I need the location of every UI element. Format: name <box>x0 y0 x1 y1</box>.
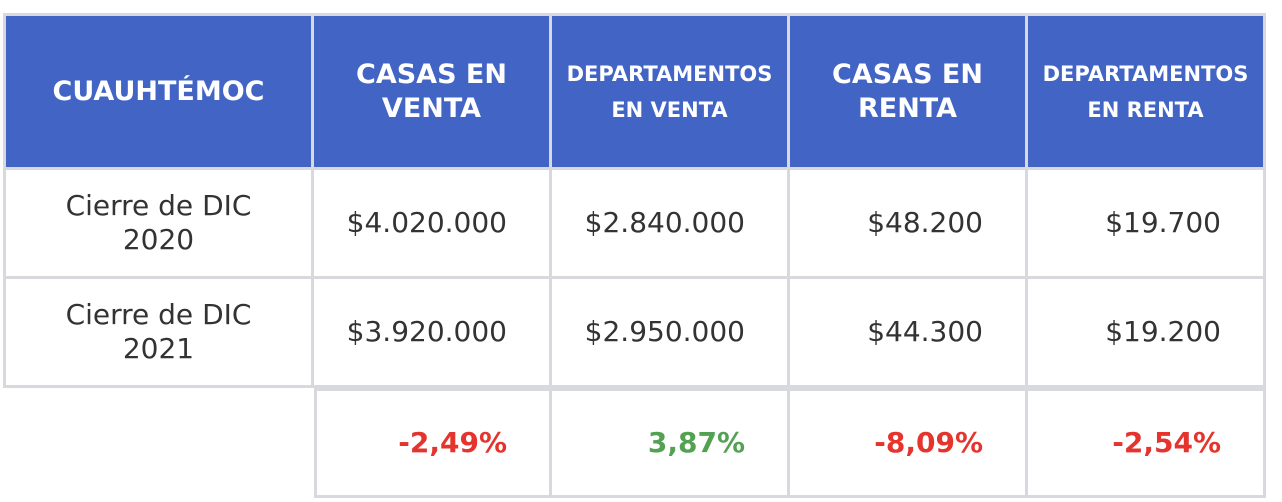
change-casas-renta-value: -8,09% <box>874 426 983 459</box>
row-label-2020-line1: Cierre de DIC <box>65 189 252 222</box>
value-casas-venta-2021: $3.920.000 <box>346 315 507 348</box>
table-cell: $44.300 <box>790 279 1028 388</box>
value-departamentos-venta-2020: $2.840.000 <box>584 206 745 239</box>
row-label-2021-line2: 2021 <box>122 332 195 365</box>
row-label-2020: Cierre de DIC 2020 <box>3 170 314 279</box>
change-departamentos-renta-value: -2,54% <box>1112 426 1221 459</box>
header-departamentos-renta: DEPARTAMENTOS EN RENTA <box>1028 13 1266 170</box>
value-departamentos-renta-2021: $19.200 <box>1105 315 1221 348</box>
header-departamentos-renta-label: DEPARTAMENTOS EN RENTA <box>1042 61 1249 122</box>
table-cell: $48.200 <box>790 170 1028 279</box>
header-region: CUAUHTÉMOC <box>3 13 314 170</box>
change-casas-venta: -2,49% <box>314 388 552 498</box>
table-cell: $4.020.000 <box>314 170 552 279</box>
change-departamentos-renta: -2,54% <box>1028 388 1266 498</box>
header-departamentos-venta: DEPARTAMENTOS EN VENTA <box>552 13 790 170</box>
row-label-2021: Cierre de DIC 2021 <box>3 279 314 388</box>
header-casas-renta-label: CASAS EN RENTA <box>832 58 983 124</box>
change-departamentos-venta: 3,87% <box>552 388 790 498</box>
empty-cell <box>0 388 314 498</box>
value-casas-renta-2020: $48.200 <box>867 206 983 239</box>
header-region-label: CUAUHTÉMOC <box>52 75 265 107</box>
table-cell: $19.200 <box>1028 279 1266 388</box>
table-cell: $3.920.000 <box>314 279 552 388</box>
value-departamentos-renta-2020: $19.700 <box>1105 206 1221 239</box>
row-label-2020-line2: 2020 <box>122 223 195 256</box>
table-cell: $19.700 <box>1028 170 1266 279</box>
row-label-2021-line1: Cierre de DIC <box>65 298 252 331</box>
change-casas-venta-value: -2,49% <box>398 426 507 459</box>
table-cell: $2.950.000 <box>552 279 790 388</box>
value-casas-renta-2021: $44.300 <box>867 315 983 348</box>
value-departamentos-venta-2021: $2.950.000 <box>584 315 745 348</box>
change-departamentos-venta-value: 3,87% <box>647 426 745 459</box>
header-casas-venta-label: CASAS EN VENTA <box>356 58 507 124</box>
header-casas-venta: CASAS EN VENTA <box>314 13 552 170</box>
value-casas-venta-2020: $4.020.000 <box>346 206 507 239</box>
table-cell: $2.840.000 <box>552 170 790 279</box>
header-departamentos-venta-label: DEPARTAMENTOS EN VENTA <box>566 61 773 122</box>
header-casas-renta: CASAS EN RENTA <box>790 13 1028 170</box>
change-casas-renta: -8,09% <box>790 388 1028 498</box>
